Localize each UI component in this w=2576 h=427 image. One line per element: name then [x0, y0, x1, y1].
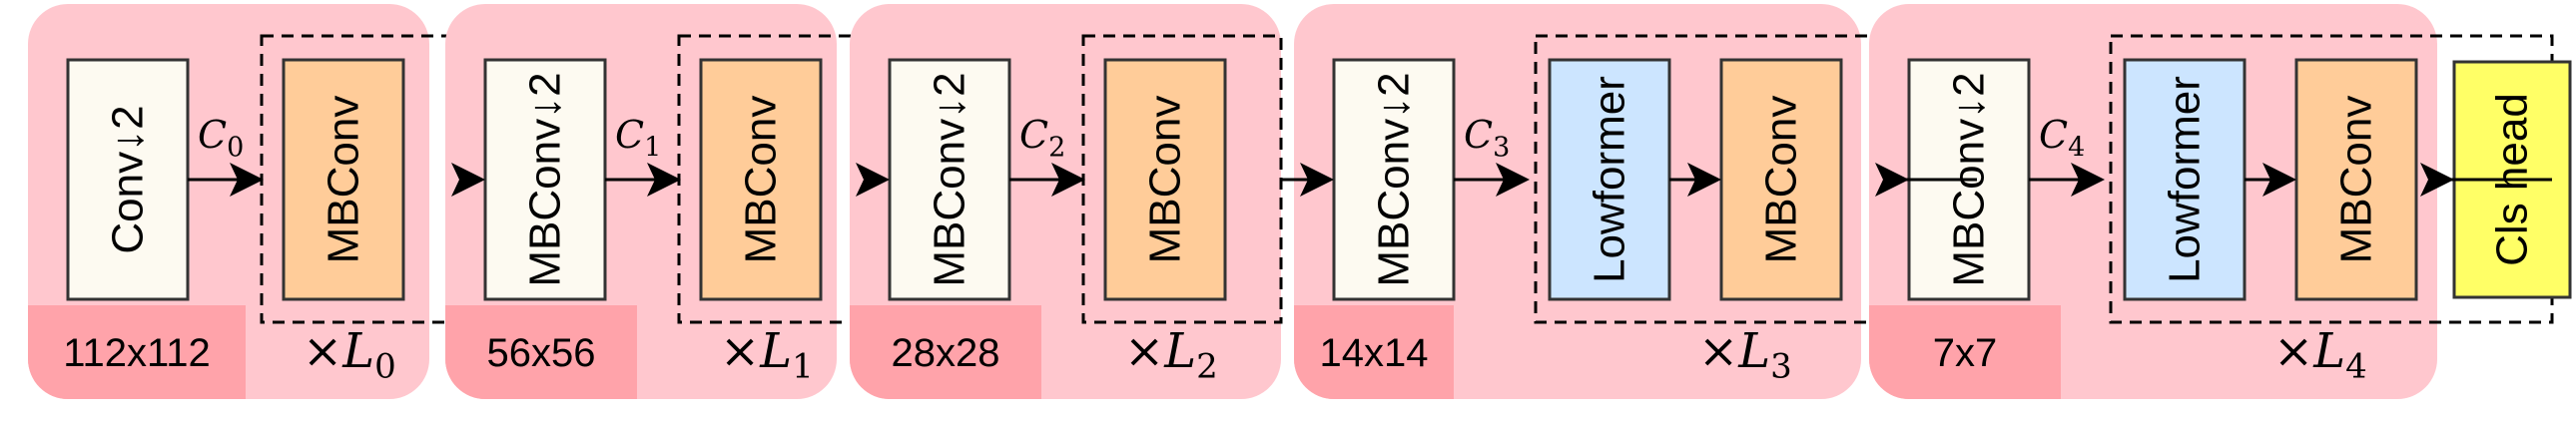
channel-label: C4 [2039, 113, 2085, 163]
stem-to-group-arrow [1454, 163, 1530, 197]
stem-block: MBConv↓2 [888, 58, 1011, 301]
stem-block-label: Conv↓2 [104, 105, 153, 253]
stage-0-to-1-arrow [451, 163, 485, 197]
stem-to-group-arrow [605, 163, 681, 197]
repeat-label: ×L3 [1698, 323, 1792, 387]
channel-label: C2 [1019, 113, 1065, 163]
repeat-label: ×L0 [303, 323, 396, 387]
stem-to-group-arrow-head [2071, 163, 2105, 197]
stage-1: 56x56 MBConv↓2 MBConv C1 ×L1 [445, 4, 879, 399]
stage-2-to-3-arrow [1281, 163, 1334, 197]
stem-block-label: MBConv↓2 [1370, 72, 1419, 286]
stem-to-group-arrow-head [1051, 163, 1085, 197]
mbconv-block-label: MBConv [737, 96, 786, 264]
stem-block: MBConv↓2 [1332, 58, 1456, 301]
stage-3-to-4-arrow [1875, 163, 1977, 197]
mbconv-block: MBConv [699, 58, 823, 301]
lowformer-to-mbconv-arrow [2245, 163, 2296, 197]
stem-to-group-arrow-head [1496, 163, 1530, 197]
stage-0: 112x112 Conv↓2 MBConv C0 ×L0 [28, 4, 461, 399]
stage-1-to-2-arrow-head [856, 163, 890, 197]
mbconv-block-label: MBConv [320, 96, 368, 264]
repeat-label: ×L4 [2273, 323, 2367, 387]
mbconv-block-label: MBConv [1757, 96, 1806, 264]
stage-1-to-2-arrow [856, 163, 890, 197]
resolution-label: 7x7 [1933, 331, 1998, 375]
stage-0-to-1-arrow-head [451, 163, 485, 197]
stem-block: Conv↓2 [66, 58, 190, 301]
mbconv-block: MBConv [1103, 58, 1227, 301]
lowformer-to-mbconv-arrow-head [2262, 163, 2296, 197]
channel-label: C1 [615, 113, 661, 163]
stem-to-group-arrow [1009, 163, 1085, 197]
resolution-label: 14x14 [1320, 331, 1429, 375]
stage-3: 14x14 MBConv↓2 Lowformer MBConv C3 ×L3 [1294, 4, 1979, 399]
repeat-label: ×L1 [720, 323, 814, 387]
stem-to-group-arrow-head [647, 163, 681, 197]
lowformer-block: Lowformer [2123, 58, 2247, 301]
stage-3-to-4-arrow-head [1875, 163, 1909, 197]
mbconv-block-label: MBConv [2332, 96, 2381, 264]
lowformer-block-label: Lowformer [1586, 76, 1634, 283]
resolution-badge: 7x7 [1869, 305, 2061, 399]
resolution-badge: 56x56 [445, 305, 637, 399]
resolution-badge: 112x112 [28, 305, 246, 399]
stem-block-label: MBConv↓2 [926, 72, 974, 286]
stem-to-group-arrow [188, 163, 264, 197]
lowformer-to-mbconv-arrow-head [1687, 163, 1721, 197]
stage-4-to-head-arrow [2420, 163, 2552, 197]
mbconv-block: MBConv [282, 58, 405, 301]
stem-block: MBConv↓2 [483, 58, 607, 301]
resolution-label: 28x28 [892, 331, 1000, 375]
channel-label: C0 [198, 113, 244, 163]
resolution-label: 56x56 [487, 331, 596, 375]
lowformer-to-mbconv-arrow [1669, 163, 1721, 197]
lowformer-block: Lowformer [1548, 58, 1671, 301]
mbconv-block: MBConv [2294, 58, 2418, 301]
mbconv-block: MBConv [1719, 58, 1843, 301]
stem-to-group-arrow [2029, 163, 2105, 197]
resolution-label: 112x112 [63, 331, 211, 375]
stem-block-label: MBConv↓2 [521, 72, 570, 286]
channel-label: C3 [1464, 113, 1510, 163]
lowformer-block-label: Lowformer [2161, 76, 2210, 283]
repeat-label: ×L2 [1124, 323, 1218, 387]
resolution-badge: 28x28 [850, 305, 1041, 399]
stage-2: 28x28 MBConv↓2 MBConv C2 ×L2 [850, 4, 1283, 399]
resolution-badge: 14x14 [1294, 305, 1454, 399]
mbconv-block-label: MBConv [1141, 96, 1190, 264]
stem-to-group-arrow-head [230, 163, 264, 197]
stage-2-to-3-arrow-head [1300, 163, 1334, 197]
stage-4-to-head-arrow-head [2420, 163, 2454, 197]
